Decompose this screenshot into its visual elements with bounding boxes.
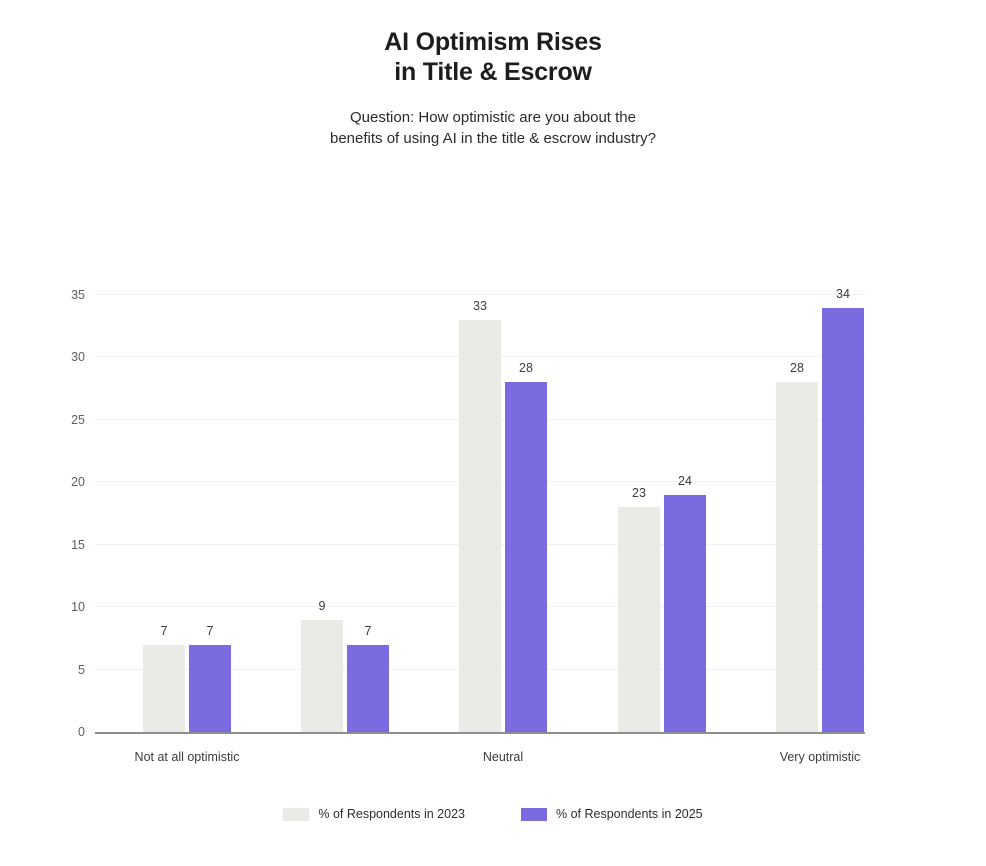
y-tick-label: 35 (71, 288, 85, 302)
bar-value-label: 33 (473, 298, 487, 313)
legend: % of Respondents in 2023 % of Respondents… (0, 806, 986, 822)
chart-subtitle: Question: How optimistic are you about t… (0, 107, 986, 149)
bar-2025 (664, 494, 706, 732)
bar-value-label: 24 (678, 473, 692, 488)
y-tick-label: 15 (71, 537, 85, 552)
bar-2025 (347, 644, 389, 732)
bar-2023 (143, 644, 185, 732)
legend-item-2023: % of Respondents in 2023 (283, 806, 465, 822)
y-tick-label: 20 (71, 475, 85, 490)
y-tick-label: 25 (71, 412, 85, 427)
legend-item-2025: % of Respondents in 2025 (521, 806, 703, 822)
chart-title-line-2: in Title & Escrow (394, 58, 592, 86)
legend-swatch-2023 (283, 807, 310, 821)
y-axis: 0 5 10 15 20 25 30 35 (50, 288, 85, 739)
y-tick-label: 10 (71, 600, 85, 615)
x-axis-label: Neutral (482, 750, 524, 764)
bar-value-label: 9 (318, 598, 326, 613)
bar-value-label: 7 (206, 623, 214, 638)
x-axis-label: Not at all optimistic (134, 750, 240, 764)
chart-title: AI Optimism Rises in Title & Escrow (0, 27, 986, 87)
y-tick-label: 0 (78, 725, 85, 739)
bar-2023 (459, 319, 501, 732)
x-axis-label: Very optimistic (779, 750, 861, 764)
bar-2025 (189, 644, 231, 732)
bar-value-label: 28 (790, 361, 804, 376)
bar-value-label: 28 (519, 361, 533, 376)
chart-title-line-1: AI Optimism Rises (384, 28, 602, 56)
bar-2023 (776, 382, 818, 732)
y-tick-label: 5 (78, 662, 85, 677)
bar-2023 (618, 507, 660, 732)
bar-value-label: 7 (364, 623, 372, 638)
legend-label: % of Respondents in 2025 (556, 807, 703, 821)
bar-value-label: 23 (632, 486, 646, 501)
y-tick-label: 30 (71, 350, 85, 365)
plot-area: 7 9 33 23 28 7 7 28 24 34 Not at all optimistic Neu… (95, 287, 865, 764)
gridline (95, 294, 865, 295)
legend-swatch-2025 (521, 807, 547, 821)
bar-2023 (301, 619, 343, 732)
bar-value-label: 7 (160, 623, 168, 638)
bar-value-label: 34 (836, 286, 850, 301)
bar-2025 (822, 307, 864, 732)
legend-label: % of Respondents in 2023 (318, 807, 465, 821)
bar-2025 (505, 382, 547, 732)
chart-subtitle-line-1: Question: How optimistic are you about t… (350, 109, 636, 126)
chart-subtitle-line-2: benefits of using AI in the title & escr… (329, 130, 656, 147)
